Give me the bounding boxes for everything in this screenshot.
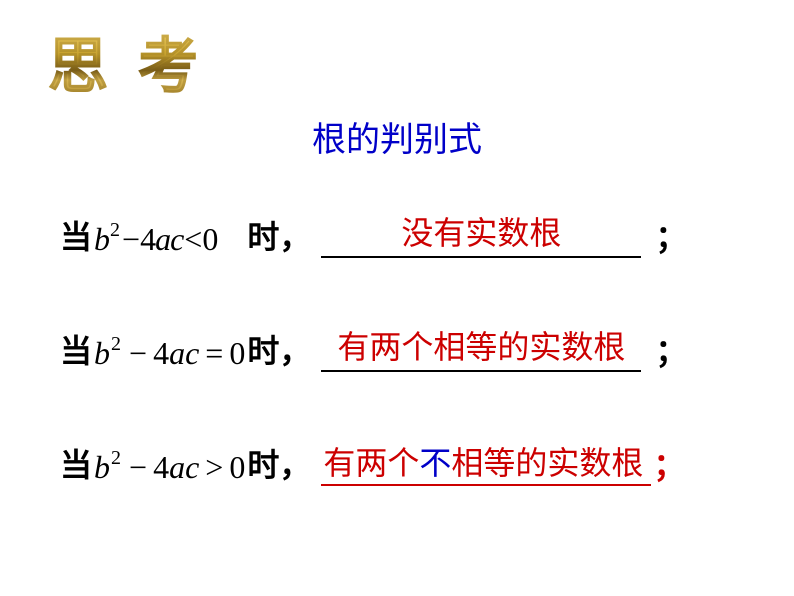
slide-title: 思考	[48, 18, 228, 105]
blank-1: 没有实数根	[321, 218, 641, 258]
zero: 0	[202, 221, 217, 258]
answer-3-part3: 相等的实数根	[451, 445, 643, 481]
lead-text: 当	[60, 212, 92, 258]
title-text: 思考	[48, 34, 228, 100]
four: 4	[153, 449, 169, 486]
exponent: 2	[110, 219, 119, 242]
minus-op: −	[122, 221, 139, 258]
semicolon: ；	[653, 440, 685, 486]
formula-2: b2−4ac=0	[94, 335, 245, 372]
formula-3: b2−4ac>0	[94, 449, 245, 486]
answer-2: 有两个相等的实数根	[321, 322, 641, 368]
shi-text: 时，	[247, 440, 311, 486]
var-a: a	[169, 335, 185, 372]
case-row-2: 当 b2−4ac=0 时， 有两个相等的实数根 ；	[60, 302, 754, 372]
lead-text: 当	[60, 440, 92, 486]
semicolon: ；	[655, 326, 687, 372]
minus-op: −	[129, 335, 147, 372]
four: 4	[140, 221, 155, 258]
exponent: 2	[111, 333, 121, 356]
case-row-1: 当 b2−4ac<0 时， 没有实数根 ；	[60, 188, 754, 258]
var-a: a	[155, 221, 170, 258]
var-c: c	[170, 221, 183, 258]
shi-text: 时，	[247, 326, 311, 372]
blank-2: 有两个相等的实数根	[321, 332, 641, 372]
cmp-op: >	[205, 449, 223, 486]
var-b: b	[94, 335, 110, 372]
formula-1: b2−4ac<0	[94, 221, 217, 258]
semicolon: ；	[655, 212, 687, 258]
cmp-op: =	[205, 335, 223, 372]
var-c: c	[185, 335, 199, 372]
minus-op: −	[129, 449, 147, 486]
zero: 0	[229, 335, 245, 372]
var-c: c	[185, 449, 199, 486]
answer-3-part1: 有两个	[323, 445, 419, 481]
var-b: b	[94, 221, 109, 258]
answer-3-part2: 不	[419, 445, 451, 481]
shi-text: 时，	[247, 212, 311, 258]
zero: 0	[229, 449, 245, 486]
cmp-op: <	[184, 221, 201, 258]
var-b: b	[94, 449, 110, 486]
var-a: a	[169, 449, 185, 486]
exponent: 2	[111, 447, 121, 470]
four: 4	[153, 335, 169, 372]
lead-text: 当	[60, 326, 92, 372]
case-row-3: 当 b2−4ac>0 时， 有两个不相等的实数根 ；	[60, 416, 754, 486]
blank-3: 有两个不相等的实数根	[321, 446, 651, 486]
subtitle: 根的判别式	[0, 112, 794, 161]
answer-1: 没有实数根	[321, 208, 641, 254]
answer-3: 有两个不相等的实数根	[321, 438, 651, 484]
